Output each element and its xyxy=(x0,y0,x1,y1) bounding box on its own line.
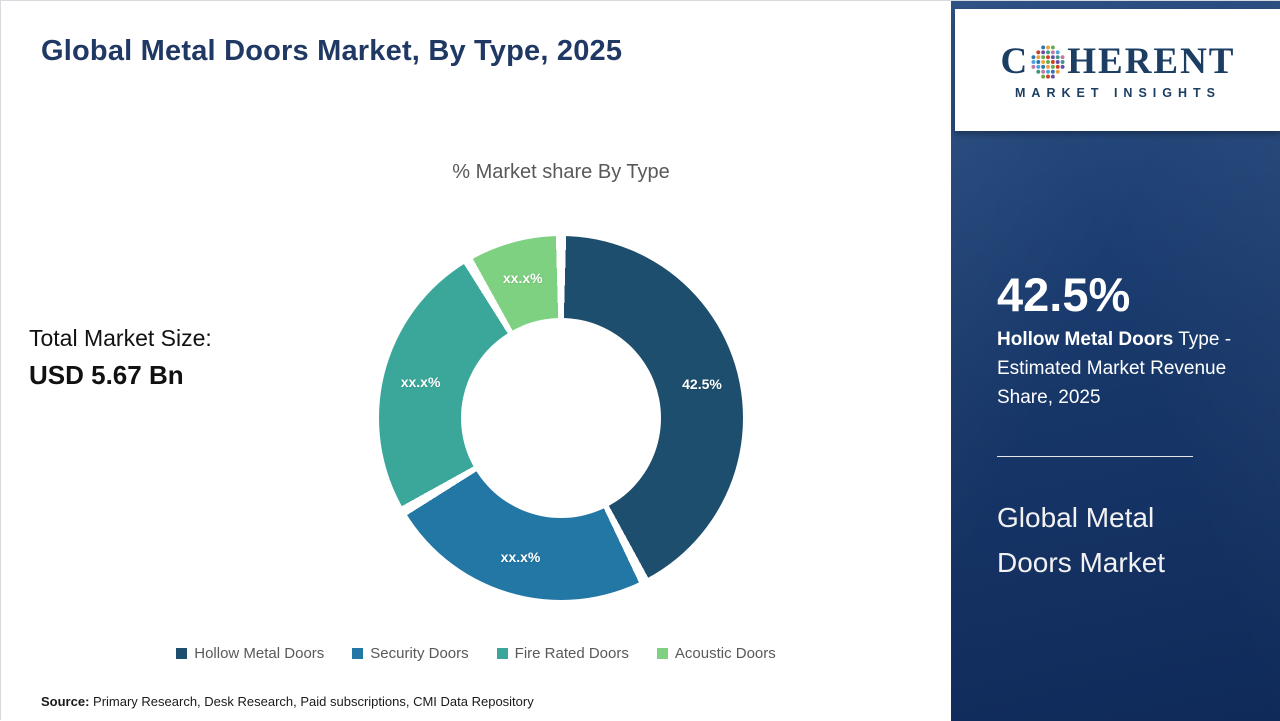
highlight-description-rest: Type - Estimated Market Revenue Share, 2… xyxy=(997,329,1232,408)
brand-logo: C HERENT MARKET INSIGHTS xyxy=(1001,40,1236,100)
legend-label: Acoustic Doors xyxy=(674,645,776,662)
sidebar-report-title: Global Metal Doors Market xyxy=(997,502,1166,578)
legend-item: Fire Rated Doors xyxy=(496,645,629,662)
logo-globe-icon xyxy=(1031,44,1065,79)
legend-item: Acoustic Doors xyxy=(656,645,776,662)
donut-chart xyxy=(379,236,743,600)
total-market-value: USD 5.67 Bn xyxy=(29,360,184,390)
source-label: Source: xyxy=(41,694,90,709)
legend-swatch-icon xyxy=(656,648,668,659)
legend-label: Security Doors xyxy=(370,645,469,662)
chart-subtitle: % Market share By Type xyxy=(452,161,670,183)
legend-item: Security Doors xyxy=(352,645,469,662)
legend-item: Hollow Metal Doors xyxy=(176,645,324,662)
legend-swatch-icon xyxy=(352,648,364,659)
sidebar: C HERENT MARKET INSIGHTS 42.5% Hollow Me… xyxy=(951,1,1280,721)
page-title: Global Metal Doors Market, By Type, 2025 xyxy=(41,35,623,67)
source-text: Primary Research, Desk Research, Paid su… xyxy=(89,694,534,709)
brand-logo-box: C HERENT MARKET INSIGHTS xyxy=(955,9,1280,131)
total-market-label: Total Market Size: xyxy=(29,325,212,351)
chart-panel: Global Metal Doors Market, By Type, 2025… xyxy=(1,1,951,721)
chart-legend: Hollow Metal Doors Security Doors Fire Rat… xyxy=(1,645,951,662)
legend-label: Hollow Metal Doors xyxy=(194,645,325,662)
legend-swatch-icon xyxy=(176,648,188,659)
highlight-description: Hollow Metal Doors Type - Estimated Mark… xyxy=(997,325,1255,412)
legend-swatch-icon xyxy=(496,648,508,659)
highlight-description-bold: Hollow Metal Doors xyxy=(997,329,1174,350)
brand-logo-wordmark: C HERENT xyxy=(1001,40,1236,83)
total-market-block: Total Market Size: USD 5.67 Bn xyxy=(29,325,212,391)
legend-label: Fire Rated Doors xyxy=(514,645,629,662)
source-line: Source: Primary Research, Desk Research,… xyxy=(41,694,534,709)
logo-text-c: C xyxy=(1000,41,1030,82)
sidebar-divider xyxy=(997,456,1193,457)
donut-chart-wrap: 42.5% xx.x% xx.x% xx.x% xyxy=(379,236,743,600)
logo-text-herent: HERENT xyxy=(1067,41,1236,82)
highlight-value: 42.5% xyxy=(997,268,1131,321)
brand-logo-subtitle: MARKET INSIGHTS xyxy=(1015,86,1221,100)
